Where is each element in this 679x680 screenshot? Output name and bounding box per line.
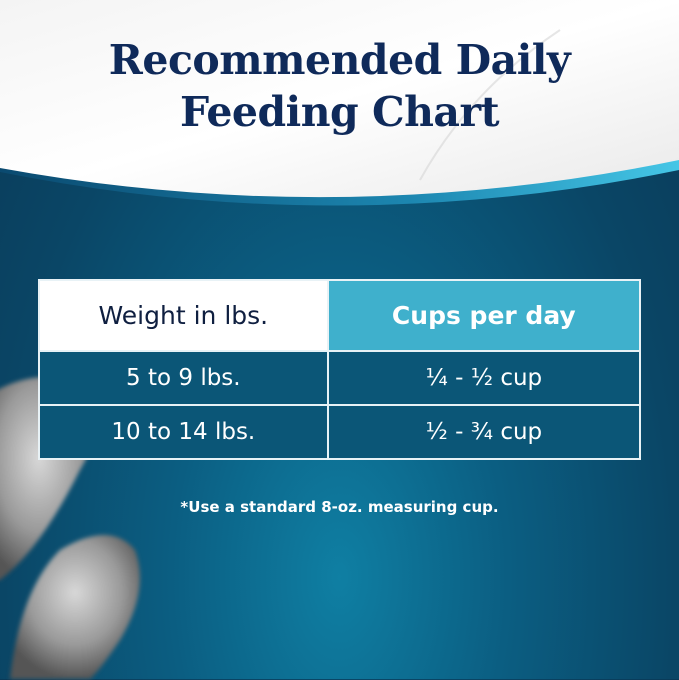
table-header-row: Weight in lbs. Cups per day [38, 279, 642, 352]
column-header-weight: Weight in lbs. [38, 279, 329, 352]
column-header-cups: Cups per day [326, 279, 642, 352]
table-row: 10 to 14 lbs. ½ - ¾ cup [38, 404, 642, 460]
cell-cups: ½ - ¾ cup [326, 404, 642, 460]
footnote: *Use a standard 8-oz. measuring cup. [180, 498, 499, 516]
feeding-table: Weight in lbs. Cups per day 5 to 9 lbs. … [38, 279, 642, 460]
table-row: 5 to 9 lbs. ¼ - ½ cup [38, 350, 642, 406]
title-line-1: Recommended Daily [108, 36, 571, 84]
page-title: Recommended Daily Feeding Chart [0, 34, 679, 138]
cell-cups: ¼ - ½ cup [326, 350, 642, 406]
title-line-2: Feeding Chart [179, 88, 500, 136]
cell-weight: 5 to 9 lbs. [38, 350, 329, 406]
cell-weight: 10 to 14 lbs. [38, 404, 329, 460]
marble-header-background [0, 0, 679, 206]
